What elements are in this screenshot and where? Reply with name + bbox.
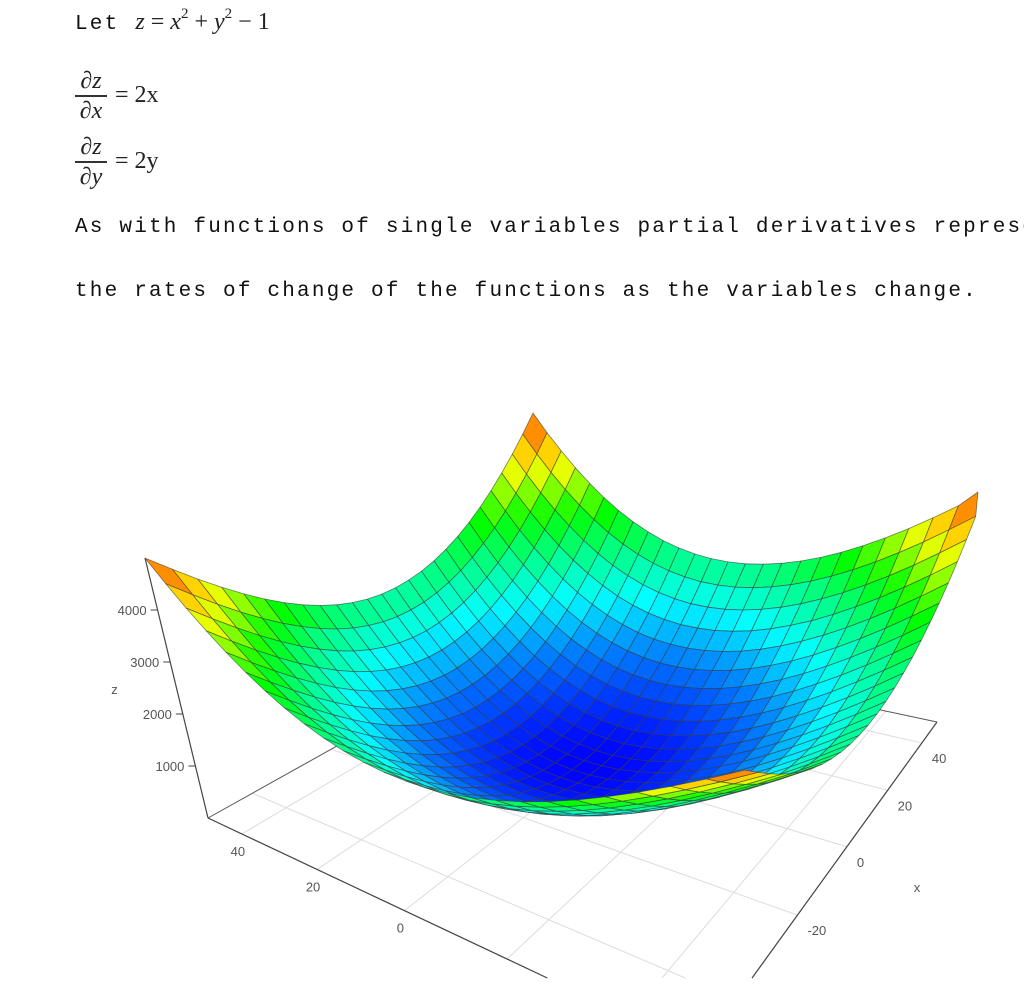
fraction-bar: [75, 95, 107, 97]
x-axis-line: [751, 721, 938, 979]
eq-x: x: [170, 9, 181, 35]
eq-lhs: z: [135, 9, 145, 35]
definition-line: Let z = x2 + y2 − 1: [75, 6, 270, 36]
gridline-y: [661, 710, 887, 979]
z-tick-label: 2000: [143, 707, 172, 722]
z-tick-label: 1000: [155, 759, 184, 774]
x-axis-title: x: [914, 880, 921, 895]
y-tick-label: 40: [231, 844, 245, 859]
eq-minus: −: [238, 9, 252, 35]
fraction: ∂z ∂x: [75, 68, 107, 124]
surface: [144, 412, 979, 817]
eq-y: y: [214, 9, 225, 35]
axis-labels: 1000 2000 3000 4000 z 0 20 40 -20 0 20 40 x: [111, 603, 946, 938]
rhs: = 2x: [115, 82, 159, 109]
let-keyword: Let: [75, 13, 120, 36]
surface-cell: [706, 769, 759, 783]
z-tick-label: 3000: [130, 655, 159, 670]
denominator: ∂x: [79, 97, 103, 124]
equation: z = x2 + y2 − 1: [135, 6, 270, 35]
y-tick-label: 20: [306, 879, 320, 894]
x-tick-label: 0: [857, 855, 864, 870]
eq-const: 1: [257, 9, 270, 35]
fraction: ∂z ∂y: [75, 134, 107, 190]
x-tick-label: 40: [932, 751, 946, 766]
z-axis-title: z: [111, 682, 118, 697]
denominator: ∂y: [79, 163, 103, 190]
z-axis-line: [144, 557, 209, 819]
y-tick-label: 0: [397, 921, 404, 936]
numerator: ∂z: [80, 68, 102, 94]
eq-equals: =: [150, 9, 165, 35]
numerator: ∂z: [80, 134, 102, 160]
z-tick-label: 4000: [118, 603, 147, 618]
y-axis-line: [207, 817, 548, 979]
rhs: = 2y: [115, 148, 159, 175]
partial-x-equation: ∂z ∂x = 2x: [75, 68, 159, 124]
x-tick-label: -20: [807, 923, 826, 938]
fraction-bar: [75, 161, 107, 163]
eq-plus: +: [194, 9, 208, 35]
paragraph-line-2: the rates of change of the functions as …: [75, 280, 978, 303]
x-tick-label: 20: [898, 798, 912, 813]
eq-y-power: 2: [224, 6, 233, 22]
eq-x-power: 2: [180, 6, 189, 22]
paragraph-line-1: As with functions of single variables pa…: [75, 216, 1024, 239]
partial-y-equation: ∂z ∂y = 2y: [75, 134, 159, 190]
gridline-x: [252, 792, 686, 979]
